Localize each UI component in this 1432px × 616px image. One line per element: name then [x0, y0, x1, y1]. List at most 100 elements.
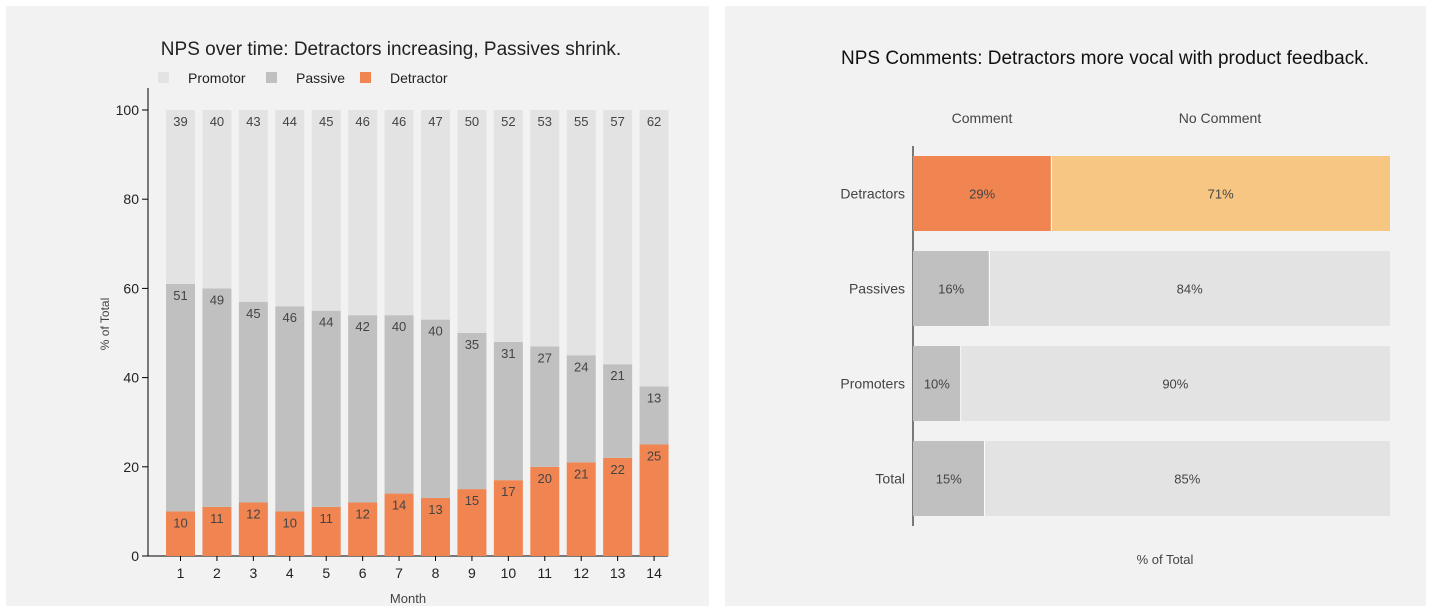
data-label-promotor: 45: [319, 114, 333, 129]
data-label-detractor: 25: [647, 449, 661, 464]
bar-detractor-11: [530, 466, 560, 556]
data-label-promotor: 47: [428, 114, 442, 129]
data-label-passive: 42: [355, 319, 369, 334]
bar-promotor-4: [275, 110, 305, 307]
data-label-promotor: 62: [647, 114, 661, 129]
x-tick-label: 9: [468, 565, 476, 581]
bar-passive-13: [603, 364, 633, 458]
bar-passive-9: [457, 333, 487, 490]
bar-detractor-4: [275, 511, 305, 556]
data-label-promotor: 46: [355, 114, 369, 129]
data-label-detractor: 12: [355, 506, 369, 521]
bar-comment-detractors: [913, 156, 1052, 231]
column-header-comment: Comment: [952, 110, 1013, 126]
bar-promotor-12: [566, 110, 596, 356]
legend-label-promotor: Promotor: [188, 70, 246, 86]
data-label-promotor: 57: [610, 114, 624, 129]
x-tick-label: 3: [249, 565, 257, 581]
data-label-comment: 10%: [924, 377, 950, 392]
x-tick-label: 10: [501, 565, 517, 581]
bar-promotor-8: [421, 110, 450, 320]
legend-swatch-detractor: [360, 72, 371, 83]
bar-comment-passives: [913, 251, 990, 326]
chart-title: NPS Comments: Detractors more vocal with…: [841, 48, 1369, 69]
category-label-passives: Passives: [849, 281, 905, 297]
nps-comments-chart: NPS Comments: Detractors more vocal with…: [840, 48, 1390, 567]
bar-promotor-7: [384, 110, 414, 316]
column-header-no-comment: No Comment: [1179, 110, 1262, 126]
category-label-promoters: Promoters: [840, 376, 905, 392]
legend-label-passive: Passive: [296, 70, 345, 86]
bar-promotor-14: [639, 110, 669, 387]
bar-detractor-5: [311, 506, 341, 556]
data-label-passive: 51: [173, 288, 187, 303]
data-label-passive: 49: [210, 292, 224, 307]
bar-passive-6: [348, 315, 378, 503]
bar-passive-8: [421, 319, 450, 499]
data-label-no-comment: 85%: [1174, 472, 1200, 487]
x-tick-label: 4: [286, 565, 294, 581]
data-label-promotor: 52: [501, 114, 515, 129]
data-label-detractor: 10: [173, 515, 187, 530]
data-label-passive: 44: [319, 315, 333, 330]
y-tick-label: 60: [123, 280, 139, 296]
category-label-total: Total: [875, 471, 905, 487]
bar-passive-5: [311, 310, 341, 507]
nps-over-time-chart: NPS over time: Detractors increasing, Pa…: [98, 39, 669, 606]
data-label-passive: 24: [574, 359, 588, 374]
bar-promotor-6: [348, 110, 378, 316]
y-tick-label: 40: [123, 370, 139, 386]
data-label-detractor: 20: [538, 471, 552, 486]
x-tick-label: 8: [432, 565, 440, 581]
data-label-no-comment: 84%: [1177, 282, 1203, 297]
bar-detractor-13: [603, 457, 633, 556]
bar-passive-12: [566, 355, 596, 463]
data-label-passive: 21: [610, 368, 624, 383]
bar-detractor-3: [238, 502, 268, 556]
bar-detractor-1: [166, 511, 195, 556]
data-label-passive: 35: [465, 337, 479, 352]
nps-comments-panel: NPS Comments: Detractors more vocal with…: [725, 6, 1426, 606]
bar-detractor-14: [639, 444, 669, 556]
data-label-passive: 13: [647, 391, 661, 406]
bar-detractor-2: [202, 506, 232, 556]
bar-promotor-10: [493, 110, 523, 342]
x-tick-label: 2: [213, 565, 221, 581]
data-label-promotor: 43: [246, 114, 260, 129]
data-label-passive: 40: [392, 319, 406, 334]
data-label-promotor: 46: [392, 114, 406, 129]
bar-detractor-7: [384, 493, 414, 556]
x-tick-label: 1: [177, 565, 185, 581]
bar-passive-14: [639, 386, 669, 445]
bar-detractor-8: [421, 498, 450, 556]
bar-comment-promoters: [913, 346, 961, 421]
bar-promotor-9: [457, 110, 487, 333]
data-label-detractor: 12: [246, 506, 260, 521]
data-label-detractor: 14: [392, 498, 406, 513]
data-label-detractor: 10: [283, 515, 297, 530]
data-label-no-comment: 90%: [1162, 377, 1188, 392]
bar-detractor-9: [457, 489, 487, 556]
category-label-detractors: Detractors: [840, 186, 905, 202]
x-tick-label: 11: [538, 565, 553, 581]
x-tick-label: 7: [395, 565, 403, 581]
data-label-detractor: 21: [574, 466, 588, 481]
bar-promotor-2: [202, 110, 232, 289]
x-tick-label: 13: [610, 565, 626, 581]
data-label-passive: 40: [428, 324, 442, 339]
bar-passive-10: [493, 341, 523, 481]
data-label-promotor: 44: [283, 114, 297, 129]
y-tick-label: 100: [116, 102, 140, 118]
data-label-promotor: 55: [574, 114, 588, 129]
bar-detractor-12: [566, 462, 596, 556]
data-label-comment: 16%: [938, 282, 964, 297]
data-label-detractor: 11: [319, 511, 333, 526]
bar-no-comment-detractors: [1051, 156, 1390, 231]
bar-promotor-3: [238, 110, 268, 302]
data-label-promotor: 53: [538, 114, 552, 129]
bar-no-comment-promoters: [960, 346, 1390, 421]
x-tick-label: 14: [646, 565, 662, 581]
y-axis-label: % of Total: [98, 298, 112, 350]
bar-no-comment-total: [984, 441, 1390, 516]
y-tick-label: 80: [123, 191, 139, 207]
